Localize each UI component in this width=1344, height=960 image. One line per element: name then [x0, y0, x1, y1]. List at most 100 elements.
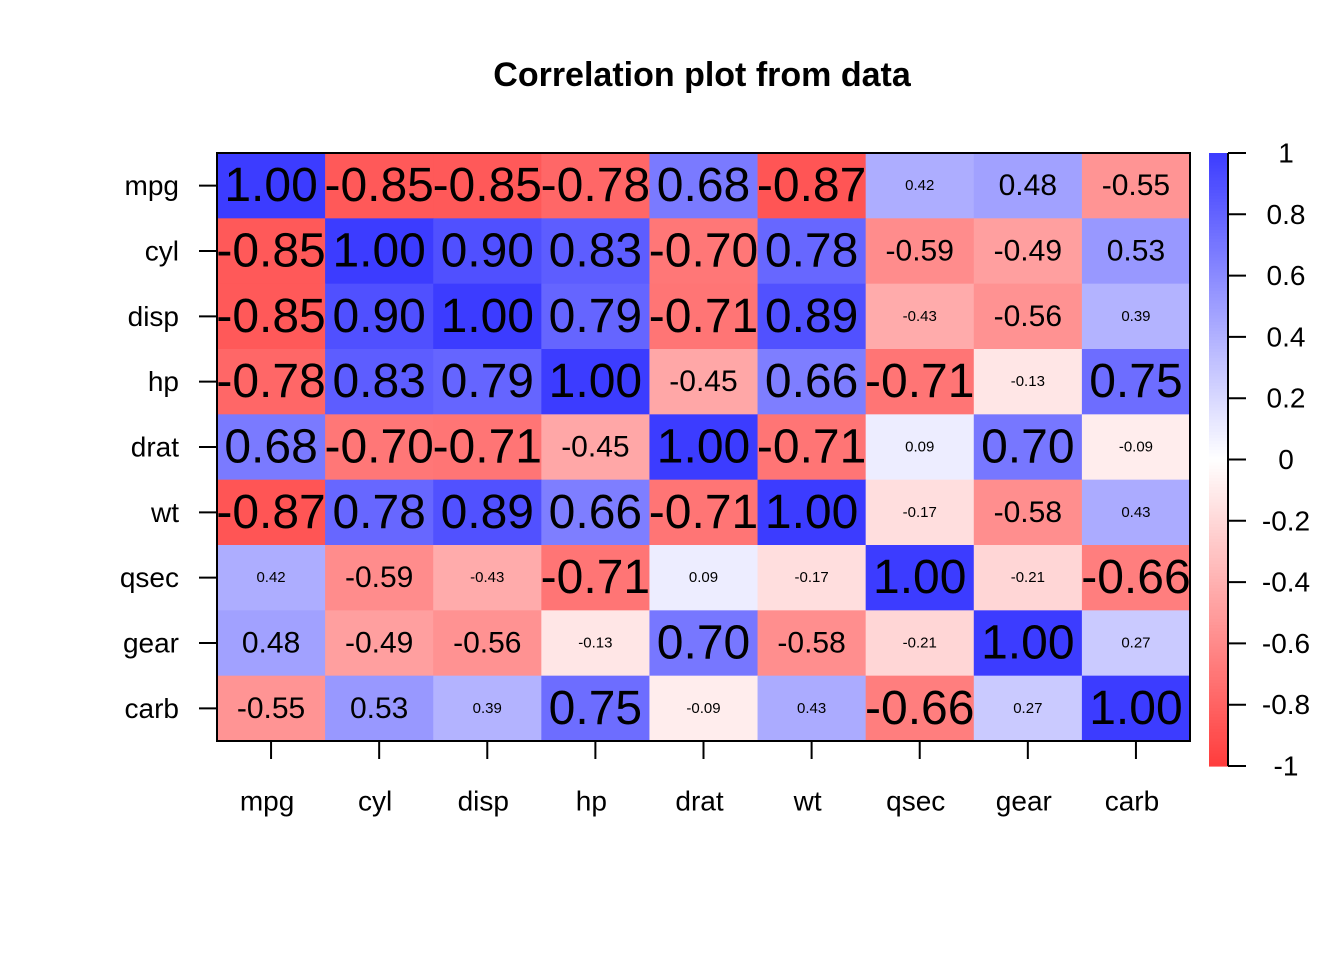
cell-value-label: -0.78: [541, 159, 650, 212]
legend-tick-label: -0.4: [1262, 567, 1310, 598]
legend-gradient-step: [1209, 763, 1228, 767]
cell-value-label: 0.53: [350, 692, 408, 725]
cell-value-label: -0.56: [453, 627, 521, 660]
cell-value-label: -0.85: [433, 159, 542, 212]
cell-value-label: 0.70: [981, 421, 1074, 474]
cell-value-label: 1.00: [1089, 682, 1182, 735]
cell-value-label: 1.00: [981, 617, 1074, 670]
cell-value-label: 0.89: [441, 486, 534, 539]
cell-value-label: -0.71: [865, 355, 974, 408]
cell-value-label: -0.71: [649, 486, 758, 539]
cell-value-label: -0.58: [777, 627, 845, 660]
cell-value-label: 1.00: [765, 486, 858, 539]
cell-value-label: -0.55: [237, 692, 305, 725]
cell-value-label: 0.75: [1089, 355, 1182, 408]
cell-value-label: -0.66: [865, 682, 974, 735]
legend-tick-label: -0.2: [1262, 505, 1310, 536]
cell-value-label: -0.49: [994, 235, 1062, 268]
cell-value-label: 0.09: [905, 439, 934, 456]
cell-value-label: 1.00: [441, 290, 534, 343]
heatmap-cell-labels: 1.00 -0.85-0.85-0.78 0.68 -0.87 0.42 0.48 -0.5…: [216, 159, 1190, 735]
cell-value-label: 1.00: [332, 225, 425, 278]
cell-value-label: -0.87: [757, 159, 866, 212]
cell-value-label: 0.66: [765, 355, 858, 408]
cell-value-label: 0.89: [765, 290, 858, 343]
cell-value-label: -0.45: [561, 431, 629, 464]
cell-value-label: -0.21: [1011, 569, 1045, 586]
cell-value-label: -0.45: [669, 365, 737, 398]
cell-value-label: -0.58: [994, 496, 1062, 529]
cell-value-label: 0.70: [657, 617, 750, 670]
legend-tick-label: -0.8: [1262, 689, 1310, 720]
cell-value-label: 0.48: [242, 627, 300, 660]
cell-value-label: -0.13: [1011, 373, 1045, 390]
y-tick-label-wt: wt: [150, 497, 179, 528]
cell-value-label: -0.71: [433, 421, 542, 474]
cell-value-label: 0.39: [473, 700, 502, 717]
cell-value-label: -0.70: [324, 421, 433, 474]
y-tick-label-gear: gear: [123, 628, 179, 659]
cell-value-label: 0.90: [441, 225, 534, 278]
cell-value-label: 0.68: [657, 159, 750, 212]
y-tick-label-drat: drat: [131, 432, 179, 463]
cell-value-label: -0.66: [1081, 551, 1190, 604]
legend-tick-label: -1: [1274, 751, 1299, 782]
cell-value-label: -0.43: [903, 308, 937, 325]
cell-value-label: 0.66: [549, 486, 642, 539]
cell-value-label: -0.09: [1119, 439, 1153, 456]
cell-value-label: 0.42: [256, 569, 285, 586]
cell-value-label: 1.00: [873, 551, 966, 604]
legend-tick-label: 0.8: [1267, 199, 1306, 230]
cell-value-label: 0.48: [999, 169, 1057, 202]
cell-value-label: 0.79: [441, 355, 534, 408]
cell-value-label: -0.17: [903, 504, 937, 521]
x-tick-label-qsec: qsec: [886, 786, 945, 817]
cell-value-label: 1.00: [224, 159, 317, 212]
cell-value-label: -0.55: [1102, 169, 1170, 202]
legend-tick-label: 0: [1278, 444, 1294, 475]
cell-value-label: 0.39: [1121, 308, 1150, 325]
cell-value-label: 1.00: [549, 355, 642, 408]
cell-value-label: -0.13: [578, 635, 612, 652]
cell-value-label: -0.17: [795, 569, 829, 586]
x-tick-label-cyl: cyl: [358, 786, 392, 817]
cell-value-label: 0.75: [549, 682, 642, 735]
y-tick-label-hp: hp: [148, 366, 179, 397]
cell-value-label: -0.56: [994, 300, 1062, 333]
cell-value-label: -0.21: [903, 635, 937, 652]
x-tick-label-gear: gear: [996, 786, 1052, 817]
cell-value-label: -0.59: [345, 561, 413, 594]
x-axis: mpg cyl disp hp drat wt qsec gear carb: [240, 741, 1159, 817]
x-tick-label-mpg: mpg: [240, 786, 294, 817]
cell-value-label: -0.71: [541, 551, 650, 604]
legend-tick-label: -0.6: [1262, 628, 1310, 659]
legend-tick-label: 0.2: [1267, 383, 1306, 414]
y-tick-label-cyl: cyl: [145, 236, 179, 267]
y-tick-label-disp: disp: [128, 301, 179, 332]
cell-value-label: 0.83: [549, 225, 642, 278]
legend-tick-label: 1: [1278, 138, 1294, 169]
cell-value-label: -0.70: [649, 225, 758, 278]
y-axis: mpg cyl disp hp drat wt qsec gear carb: [120, 170, 217, 724]
cell-value-label: -0.71: [757, 421, 866, 474]
cell-value-label: 0.78: [332, 486, 425, 539]
y-tick-label-mpg: mpg: [125, 170, 179, 201]
cell-value-label: 0.09: [689, 569, 718, 586]
cell-value-label: -0.85: [216, 290, 325, 343]
x-tick-label-hp: hp: [576, 786, 607, 817]
color-legend: 1 0.8 0.6 0.4 0.2 0 -0.2 -0.4 -0.6 -0.8 -1: [1209, 138, 1310, 782]
cell-value-label: 0.90: [332, 290, 425, 343]
x-tick-label-wt: wt: [793, 786, 822, 817]
cell-value-label: -0.49: [345, 627, 413, 660]
cell-value-label: -0.87: [216, 486, 325, 539]
cell-value-label: 0.53: [1107, 235, 1165, 268]
cell-value-label: -0.09: [686, 700, 720, 717]
cell-value-label: 1.00: [657, 421, 750, 474]
cell-value-label: 0.79: [549, 290, 642, 343]
cell-value-label: -0.78: [216, 355, 325, 408]
y-tick-label-carb: carb: [125, 693, 179, 724]
cell-value-label: 0.68: [224, 421, 317, 474]
legend-tick-label: 0.4: [1267, 321, 1306, 352]
legend-tick-label: 0.6: [1267, 260, 1306, 291]
